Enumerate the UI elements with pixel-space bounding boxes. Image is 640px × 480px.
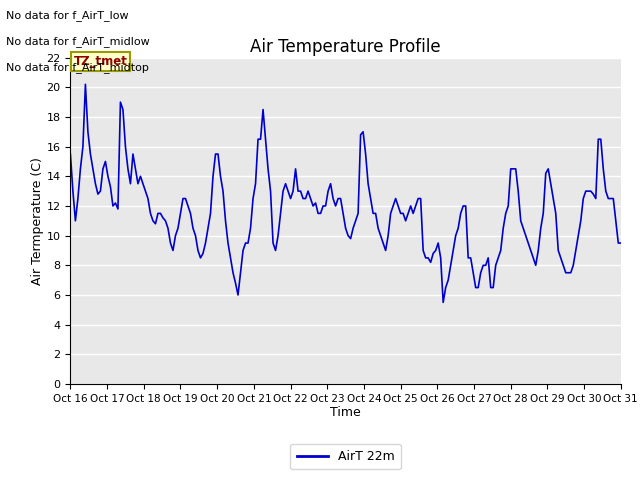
Text: No data for f_AirT_midlow: No data for f_AirT_midlow [6,36,150,47]
Text: TZ_tmet: TZ_tmet [74,55,127,68]
Y-axis label: Air Termperature (C): Air Termperature (C) [31,157,44,285]
X-axis label: Time: Time [330,407,361,420]
Text: No data for f_AirT_low: No data for f_AirT_low [6,10,129,21]
Text: No data for f_AirT_midtop: No data for f_AirT_midtop [6,62,149,73]
Legend: AirT 22m: AirT 22m [291,444,401,469]
Title: Air Temperature Profile: Air Temperature Profile [250,38,441,56]
